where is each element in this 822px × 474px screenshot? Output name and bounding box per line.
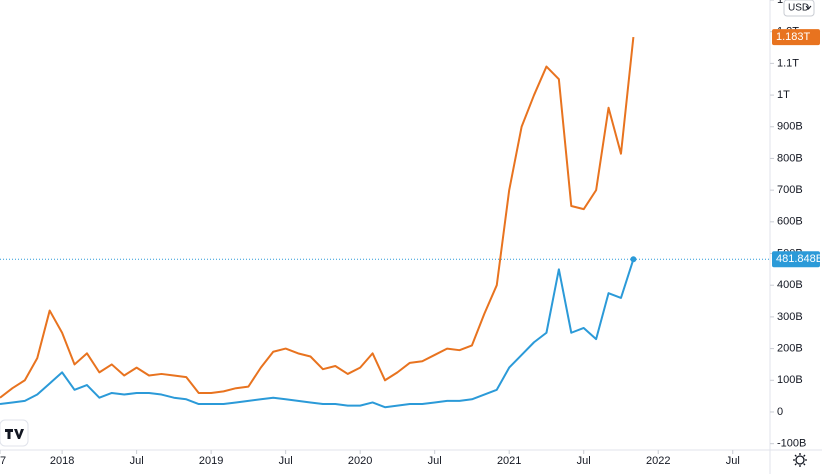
y-tick-label: 1T [777, 89, 790, 101]
value-label-box [772, 29, 820, 46]
x-tick-label: Jul [428, 455, 442, 467]
x-tick-label: Jul [279, 455, 293, 467]
line-series [0, 258, 635, 409]
value-label-box [772, 251, 820, 268]
x-tick-label: 2022 [646, 455, 670, 467]
y-tick-label: 800B [777, 152, 803, 164]
currency-button[interactable]: USD [783, 0, 815, 17]
y-tick-label: 900B [777, 121, 803, 133]
y-tick-label: 400B [777, 279, 803, 291]
y-tick-label: 600B [777, 216, 803, 228]
value-label: 481.848B [776, 253, 822, 265]
plot-area [0, 36, 770, 409]
y-tick-label: 100B [777, 374, 803, 386]
x-tick-label: Jul [130, 455, 144, 467]
x-tick-label: 2020 [348, 455, 372, 467]
x-tick-label: 2021 [497, 455, 521, 467]
settings-gear[interactable] [793, 453, 807, 467]
value-label: 1.183T [776, 31, 811, 43]
x-tick-label: 2018 [50, 455, 74, 467]
y-tick-label: -100B [777, 438, 806, 450]
y-tick-label: 200B [777, 342, 803, 354]
x-tick-label: 7 [0, 455, 6, 467]
y-tick-label: 1.1T [777, 57, 799, 69]
y-tick-label: 0 [777, 406, 783, 418]
currency-label: USD [788, 3, 809, 14]
tv-logo [0, 419, 29, 447]
x-tick-label: Jul [726, 455, 740, 467]
x-tick-label: 2019 [199, 455, 223, 467]
line-series [0, 36, 635, 399]
last-value-dot [630, 256, 637, 263]
x-tick-label: Jul [577, 455, 591, 467]
y-tick-label: 700B [777, 184, 803, 196]
y-tick-label: 300B [777, 311, 803, 323]
